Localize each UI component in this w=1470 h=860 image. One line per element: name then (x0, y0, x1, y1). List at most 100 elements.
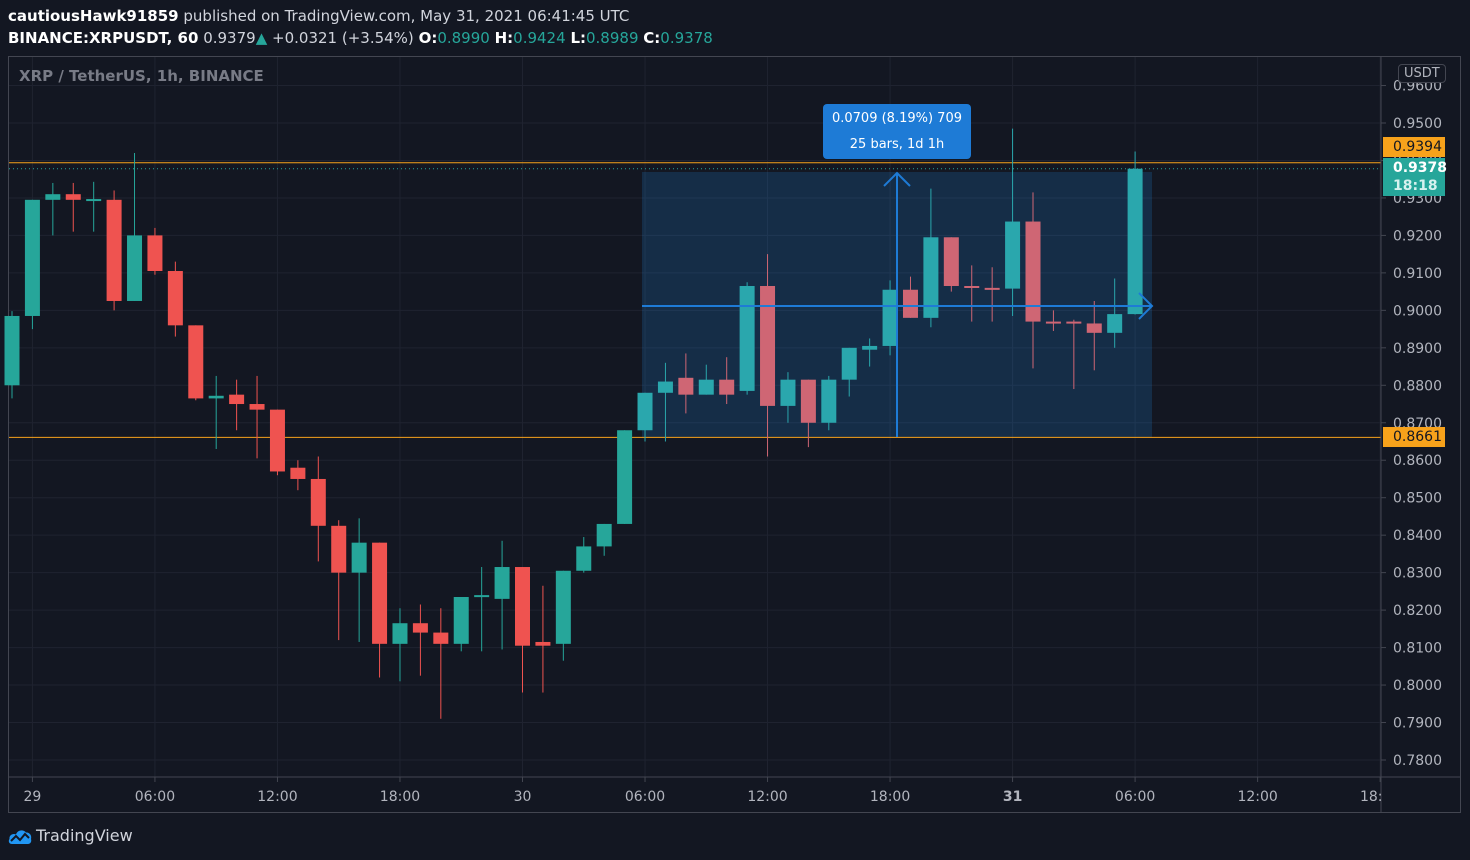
candle[interactable] (984, 267, 1000, 322)
price-axis-label: 0.8800 (1393, 378, 1442, 394)
tradingview-cloud-icon (8, 829, 32, 844)
candle[interactable] (208, 375, 224, 449)
lower-line-price-tag: 0.8661 (1383, 427, 1445, 447)
candle[interactable] (229, 379, 245, 431)
high-label: H: (494, 29, 514, 47)
candle[interactable] (719, 357, 735, 405)
candle[interactable] (412, 604, 428, 676)
candle[interactable] (331, 520, 347, 641)
candle[interactable] (617, 430, 633, 524)
low-label: L: (570, 29, 586, 47)
time-axis-label: 29 (24, 789, 42, 805)
candle[interactable] (555, 570, 571, 661)
candle[interactable] (862, 338, 878, 367)
candle[interactable] (433, 608, 449, 719)
price-axis-label: 0.7800 (1393, 753, 1442, 769)
price-axis-label: 0.8400 (1393, 528, 1442, 544)
time-axis-label: 30 (514, 789, 532, 805)
candle[interactable] (269, 409, 285, 476)
candle[interactable] (780, 372, 796, 423)
last-price: 0.9379 (203, 29, 256, 47)
time-axis-label: 12:00 (257, 789, 297, 805)
measure-duration: 25 bars, 1d 1h (849, 137, 945, 152)
candle[interactable] (45, 182, 61, 236)
candle[interactable] (351, 518, 367, 642)
published-text: published on TradingView.com, May 31, 20… (183, 7, 630, 25)
candle[interactable] (106, 190, 122, 311)
candle[interactable] (1045, 310, 1061, 331)
candle[interactable] (188, 325, 204, 401)
candle[interactable] (1025, 192, 1041, 369)
price-axis-label: 0.9100 (1393, 266, 1442, 282)
candle[interactable] (392, 608, 408, 682)
candle[interactable] (474, 567, 490, 652)
low-value: 0.8989 (586, 29, 639, 47)
price-axis-label: 0.8000 (1393, 678, 1442, 694)
candle[interactable] (841, 347, 857, 397)
close-value: 0.9378 (660, 29, 713, 47)
candle[interactable] (65, 182, 81, 232)
price-axis-label: 0.8500 (1393, 491, 1442, 507)
candle[interactable] (24, 199, 40, 330)
upper-line-price-tag: 0.9394 (1383, 137, 1445, 157)
candle[interactable] (1066, 319, 1082, 390)
change-value: +0.0321 (+3.54%) (272, 29, 414, 47)
candle[interactable] (678, 353, 694, 414)
candle[interactable] (290, 460, 306, 491)
candle[interactable] (1127, 151, 1143, 315)
price-axis-label: 0.9500 (1393, 116, 1442, 132)
high-value: 0.9424 (513, 29, 566, 47)
candle[interactable] (943, 237, 959, 292)
time-axis-label: 18:00 (870, 789, 910, 805)
candle[interactable] (821, 375, 837, 431)
candle[interactable] (964, 265, 980, 322)
candle[interactable] (310, 456, 326, 562)
candle[interactable] (1107, 278, 1123, 348)
price-axis-label: 0.8300 (1393, 566, 1442, 582)
candle[interactable] (576, 537, 592, 573)
candle[interactable] (127, 152, 143, 301)
candle[interactable] (535, 585, 551, 693)
time-axis-label: 18:00 (380, 789, 420, 805)
chart-legend-title: XRP / TetherUS, 1h, BINANCE (19, 67, 264, 85)
last-price-value: 0.9378 (1393, 160, 1448, 176)
candle[interactable] (249, 375, 265, 459)
time-axis-label: 06:00 (1115, 789, 1155, 805)
candle[interactable] (86, 181, 102, 232)
publish-info: cautiousHawk91859 published on TradingVi… (8, 7, 629, 25)
currency-button[interactable]: USDT (1398, 64, 1446, 83)
time-axis-label: 06:00 (135, 789, 175, 805)
price-axis-label: 0.8600 (1393, 453, 1442, 469)
symbol-label: BINANCE:XRPUSDT, 60 (8, 29, 199, 47)
tradingview-logo[interactable]: TradingView (8, 826, 133, 845)
candle[interactable] (453, 596, 469, 652)
candle[interactable] (657, 362, 673, 442)
candle[interactable] (760, 254, 776, 457)
measure-tooltip: 0.0709 (8.19%) 709 25 bars, 1d 1h (823, 104, 971, 159)
chart-frame (8, 56, 1461, 813)
candle[interactable] (147, 227, 163, 275)
candle[interactable] (882, 280, 898, 356)
candle[interactable] (902, 276, 918, 318)
author-name[interactable]: cautiousHawk91859 (8, 7, 179, 25)
candle[interactable] (167, 261, 183, 337)
candle[interactable] (1086, 300, 1102, 371)
measure-change: 0.0709 (8.19%) 709 (831, 111, 962, 126)
candle[interactable] (698, 364, 714, 395)
open-value: 0.8990 (437, 29, 490, 47)
candle[interactable] (494, 540, 510, 650)
candle[interactable] (4, 311, 20, 399)
candle[interactable] (515, 567, 530, 693)
candle[interactable] (923, 188, 939, 328)
candle[interactable] (739, 282, 755, 395)
candle[interactable] (596, 523, 612, 556)
price-axis-label: 0.9000 (1393, 303, 1442, 319)
candle[interactable] (637, 392, 653, 442)
time-axis-label: 06:00 (625, 789, 665, 805)
candle[interactable] (372, 542, 388, 678)
candle[interactable] (800, 379, 816, 448)
close-label: C: (643, 29, 661, 47)
candle[interactable] (1005, 128, 1021, 316)
price-axis-label: 0.9200 (1393, 228, 1442, 244)
